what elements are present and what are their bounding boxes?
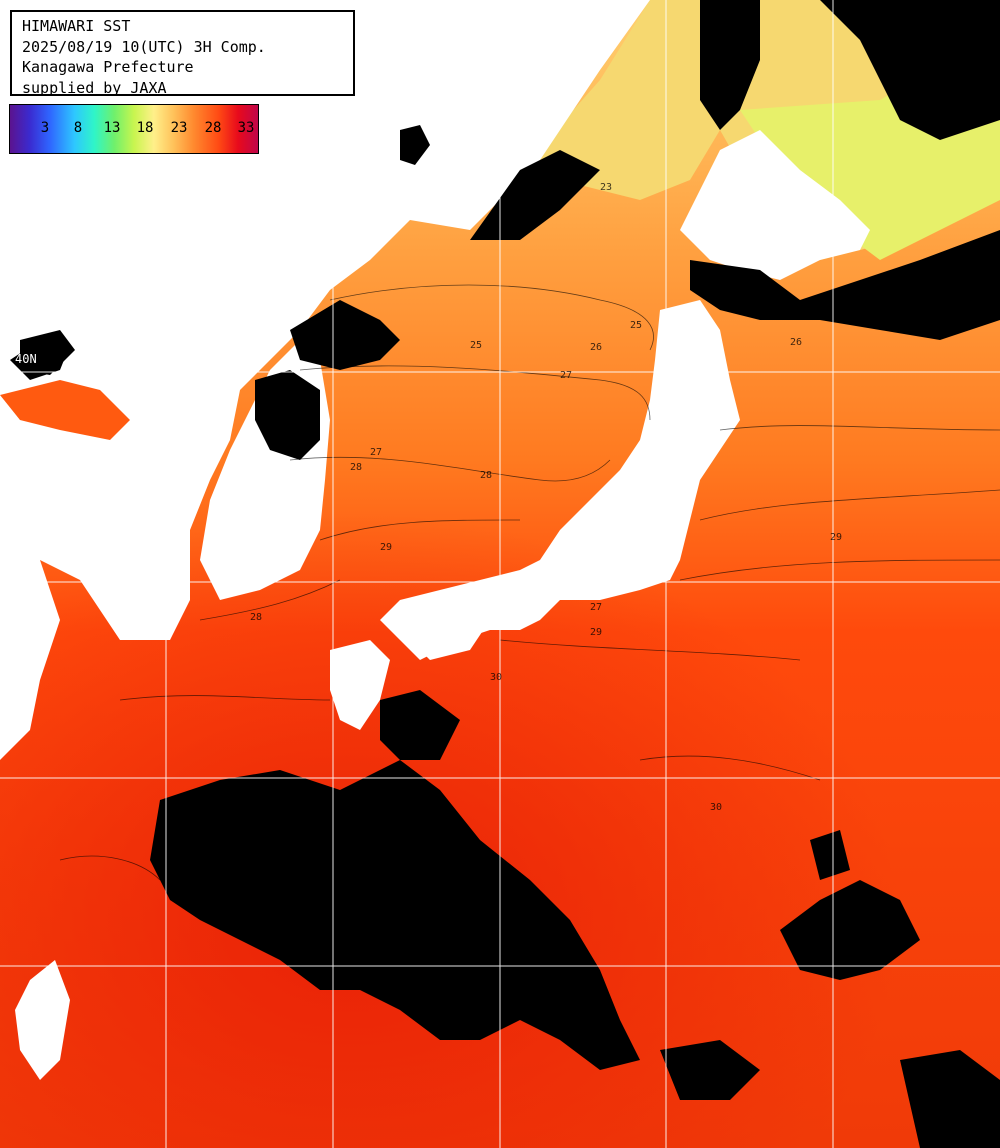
land-taiwan	[15, 960, 70, 1080]
contour-label: 23	[600, 182, 612, 193]
contour-label: 29	[590, 627, 602, 638]
temperature-colorbar: 3 8 13 18 23 28 33	[9, 104, 259, 154]
contour-labels: 23 25 25 26 27 27 28 28 29 29 29 30 30 2…	[250, 182, 842, 813]
contour-label: 26	[790, 337, 802, 348]
colorbar-ticks: 3 8 13 18 23 28 33	[10, 120, 258, 140]
cloud-north-pacific	[690, 230, 1000, 340]
cloud-yellow-sea-top	[0, 380, 130, 440]
region-line: Kanagawa Prefecture	[22, 58, 194, 76]
cloud-bottom-far-right	[900, 1050, 1000, 1148]
cloud-manchuria	[470, 150, 600, 240]
contour-label: 30	[710, 802, 722, 813]
source-line: supplied by JAXA	[22, 78, 167, 97]
cloud-east-small	[810, 830, 850, 880]
cloud-korea-west	[255, 370, 320, 460]
contour-label: 30	[490, 672, 502, 683]
contour-label: 27	[560, 370, 572, 381]
colorbar-tick: 3	[40, 120, 50, 136]
cloud-northeast	[820, 0, 1000, 140]
land-honshu	[380, 300, 740, 660]
contour-label: 28	[250, 612, 262, 623]
latitude-label-40n: 40N	[15, 352, 37, 366]
cloud-south-east	[780, 880, 920, 980]
contour-label: 27	[370, 447, 382, 458]
title-line: HIMAWARI SST	[22, 17, 131, 35]
colorbar-tick: 8	[73, 120, 83, 136]
contour-label: 27	[590, 602, 602, 613]
contour-label: 28	[350, 462, 362, 473]
cloud-northwest-blob	[20, 330, 75, 375]
title-box: HIMAWARI SST 2025/08/19 10(UTC) 3H Comp.…	[10, 10, 355, 97]
cloud-south-patch	[380, 690, 460, 760]
colorbar-tick: 33	[237, 120, 255, 136]
land-shikoku	[410, 600, 490, 660]
land-asia-mainland	[0, 0, 650, 640]
colorbar-gradient	[10, 105, 258, 153]
contour-label: 25	[630, 320, 642, 331]
contour-label: 26	[590, 342, 602, 353]
land-kyushu	[330, 640, 390, 730]
land-china-coast	[0, 560, 60, 760]
cloud-bottom-right	[660, 1040, 760, 1100]
colorbar-tick: 28	[204, 120, 222, 136]
contour-label: 29	[380, 542, 392, 553]
contour-label: 25	[470, 340, 482, 351]
colorbar-tick: 18	[136, 120, 154, 136]
cloud-north-island	[400, 125, 430, 165]
timestamp-line: 2025/08/19 10(UTC) 3H Comp.	[22, 37, 266, 56]
contour-label: 28	[480, 470, 492, 481]
colorbar-tick: 23	[170, 120, 188, 136]
colorbar-tick: 13	[103, 120, 121, 136]
contour-label: 29	[830, 532, 842, 543]
land-hokkaido	[680, 130, 870, 280]
cloud-south-central	[150, 760, 640, 1070]
land-sakhalin	[700, 0, 760, 130]
cloud-continent	[290, 300, 400, 370]
